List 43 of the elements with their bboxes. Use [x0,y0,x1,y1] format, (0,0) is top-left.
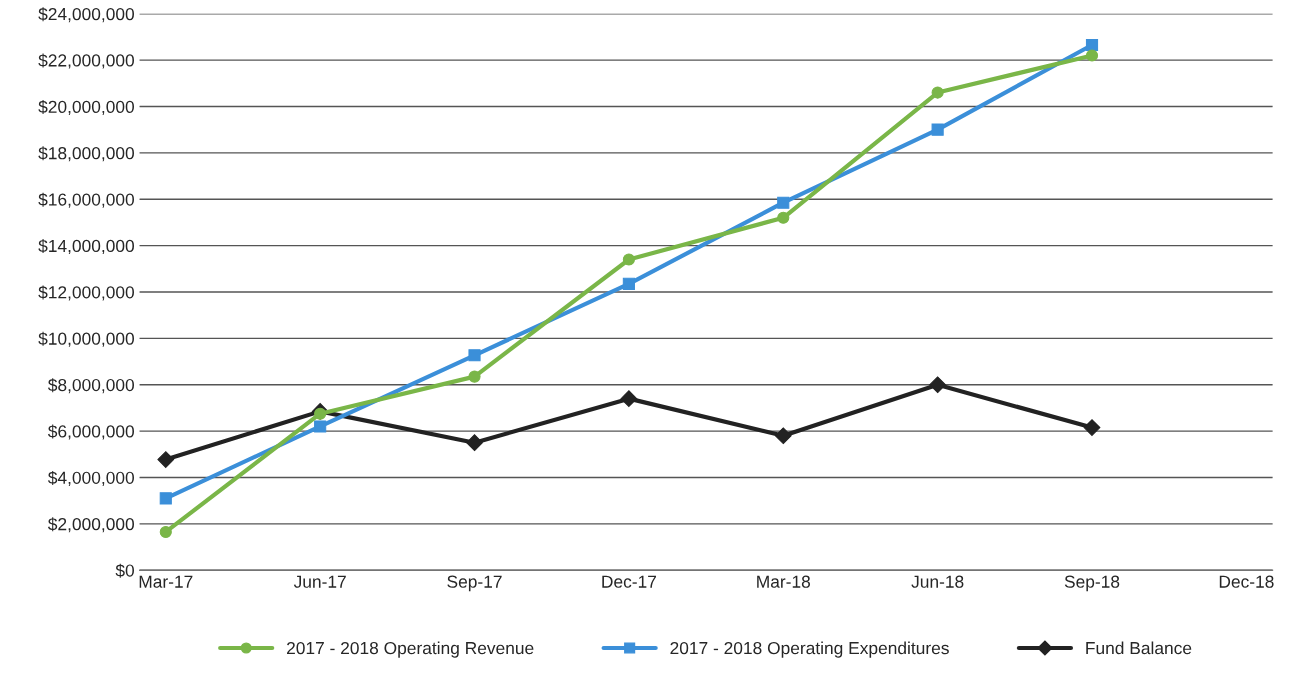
point [159,525,172,539]
y-tick-label: $18,000,000 [38,146,135,162]
y-tick-label: $24,000,000 [38,7,135,23]
x-tick-label: Dec-18 [1219,575,1274,588]
point [622,277,635,290]
y-tick-label: $0 [115,563,134,578]
x-tick-label: Sep-17 [447,575,502,592]
y-tick-label: $4,000,000 [47,470,134,486]
point [468,370,481,383]
y-tick-label: $2,000,000 [47,517,134,533]
legend-label: 2017 - 2018 Operating Expenditures [670,641,949,658]
y-tick-label: $16,000,000 [38,192,135,208]
y-tick-label: $12,000,000 [38,285,135,301]
point [159,492,172,505]
y-tick-label: $10,000,000 [38,331,135,347]
x-tick-label: Jun-18 [911,575,964,588]
x-tick-label: Jun-17 [293,575,346,588]
point [931,123,944,136]
point [929,376,947,394]
x-tick-label: Mar-18 [757,575,811,588]
point [1083,419,1101,436]
point [620,390,638,408]
point [931,86,944,99]
legend-label: Fund Balance [1086,641,1192,655]
point [466,434,483,452]
x-tick-label: Sep-18 [1064,575,1120,592]
point [468,349,481,362]
y-tick-label: $14,000,000 [38,239,135,255]
point [622,253,635,266]
point [1085,49,1099,62]
point [777,196,790,209]
y-tick-label: $20,000,000 [38,99,135,115]
point [774,427,792,445]
point [1085,38,1099,52]
y-tick-label: $6,000,000 [47,424,134,440]
point [157,451,175,468]
point [314,420,327,433]
y-tick-label: $8,000,000 [47,378,134,394]
x-tick-label: Mar-17 [139,575,193,588]
point [777,211,790,224]
x-tick-label: Dec-17 [602,575,657,588]
y-tick-label: $22,000,000 [38,53,135,69]
legend-label: 2017 - 2018 Operating Revenue [287,641,534,658]
